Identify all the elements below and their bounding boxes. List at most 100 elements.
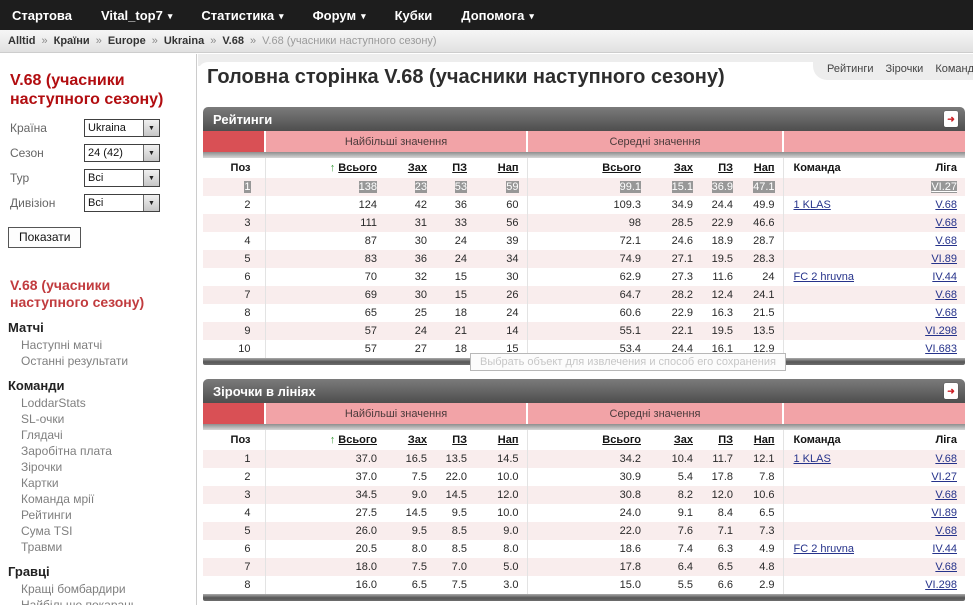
- menu-item[interactable]: LoddarStats: [21, 396, 86, 410]
- league-link[interactable]: VI.27: [931, 471, 957, 483]
- table-row: 2 124 42 36 60 109.3 34.9 24.4 49.9 1 KLAS V.68: [203, 196, 965, 214]
- sort-link[interactable]: Зах: [673, 162, 693, 174]
- column-label: Команда: [793, 434, 841, 446]
- breadcrumb-link[interactable]: Ukraina: [163, 35, 205, 47]
- league-link[interactable]: V.68: [935, 217, 957, 229]
- quick-link[interactable]: Зірочки: [885, 63, 924, 75]
- max-value-3: 10.0: [475, 468, 527, 486]
- row-pos: 8: [203, 304, 265, 322]
- menu-item[interactable]: Останні результати: [21, 354, 129, 368]
- cell-value: 53.4: [619, 343, 641, 355]
- sort-link[interactable]: ПЗ: [452, 434, 467, 446]
- max-value-2: 7.0: [435, 558, 475, 576]
- team-link[interactable]: FC 2 hruvna: [793, 543, 855, 555]
- league-link[interactable]: V.68: [935, 307, 957, 319]
- team-link[interactable]: FC 2 hruvna: [793, 271, 855, 283]
- menu-item[interactable]: Картки: [21, 476, 59, 490]
- league-link[interactable]: IV.44: [932, 543, 957, 555]
- group-header-end: [782, 403, 965, 424]
- max-value-2: 13.5: [435, 450, 475, 468]
- sort-link[interactable]: ПЗ: [452, 162, 467, 174]
- league-link[interactable]: V.68: [935, 199, 957, 211]
- sort-link[interactable]: Всього: [338, 434, 377, 446]
- column-label: Команда: [793, 162, 841, 174]
- quick-link[interactable]: Рейтинги: [827, 63, 874, 75]
- sort-link[interactable]: Всього: [602, 434, 641, 446]
- cell-value: 28.5: [671, 217, 693, 229]
- league-link[interactable]: VI.89: [931, 507, 957, 519]
- nav-item-кубки[interactable]: Кубки: [395, 8, 433, 23]
- max-value-0: 37.0: [264, 450, 385, 468]
- sort-link[interactable]: ПЗ: [718, 434, 733, 446]
- league-link[interactable]: V.68: [935, 289, 957, 301]
- league-link[interactable]: V.68: [935, 561, 957, 573]
- sort-link[interactable]: Всього: [338, 162, 377, 174]
- country-select[interactable]: Ukraina ▼: [84, 119, 160, 137]
- export-icon[interactable]: ➜: [944, 111, 958, 127]
- menu-item[interactable]: Кращі бомбардири: [21, 582, 126, 596]
- menu-item[interactable]: Команда мрії: [21, 492, 95, 506]
- cell-value: 5.0: [503, 561, 519, 573]
- menu-item[interactable]: Зірочки: [21, 460, 63, 474]
- export-icon[interactable]: ➜: [944, 383, 958, 399]
- cell-value: 8.0: [411, 543, 427, 555]
- team-link[interactable]: 1 KLAS: [793, 199, 831, 211]
- sort-link[interactable]: Нап: [497, 162, 519, 174]
- breadcrumb-link[interactable]: V.68: [222, 35, 244, 47]
- league-link[interactable]: VI.27: [931, 181, 957, 193]
- row-pos: 2: [203, 196, 265, 214]
- sort-link[interactable]: Нап: [497, 434, 519, 446]
- menu-item[interactable]: Сума TSI: [21, 524, 73, 538]
- league-link[interactable]: VI.298: [925, 579, 957, 591]
- nav-item-стартова[interactable]: Стартова: [12, 8, 72, 23]
- breadcrumb-link[interactable]: Країни: [53, 35, 90, 47]
- show-button[interactable]: Показати: [8, 227, 82, 248]
- sort-link[interactable]: Нап: [753, 434, 775, 446]
- breadcrumb-link[interactable]: Alltid: [8, 35, 36, 47]
- menu-item[interactable]: Травми: [21, 540, 63, 554]
- avg-value-1: 9.1: [649, 504, 701, 522]
- nav-item-статистика[interactable]: Статистика ▾: [201, 8, 283, 23]
- league-link[interactable]: VI.298: [925, 325, 957, 337]
- sort-link[interactable]: Зах: [407, 434, 427, 446]
- round-select[interactable]: Всі ▼: [84, 169, 160, 187]
- sort-link[interactable]: Зах: [673, 434, 693, 446]
- quick-link[interactable]: Команда мрії: [935, 63, 973, 75]
- menu-item[interactable]: Рейтинги: [21, 508, 72, 522]
- league-link[interactable]: IV.44: [932, 271, 957, 283]
- sort-link[interactable]: Зах: [407, 162, 427, 174]
- league-link[interactable]: V.68: [935, 525, 957, 537]
- team-link[interactable]: 1 KLAS: [793, 453, 831, 465]
- cell-value: 12.1: [753, 453, 775, 465]
- sort-link[interactable]: Нап: [753, 162, 775, 174]
- menu-item[interactable]: SL-очки: [21, 412, 65, 426]
- league-link[interactable]: V.68: [935, 489, 957, 501]
- menu-item[interactable]: Заробітна плата: [21, 444, 112, 458]
- select-arrow-icon: ▼: [143, 170, 159, 186]
- menu-item[interactable]: Найбільше покарань: [21, 598, 138, 605]
- menu-item[interactable]: Глядачі: [21, 428, 63, 442]
- league-link[interactable]: VI.683: [925, 343, 957, 355]
- table-bottom-bar: [203, 594, 965, 601]
- cell-value: 17.8: [619, 561, 641, 573]
- cell-value: 24.4: [711, 199, 733, 211]
- menu-item[interactable]: Наступні матчі: [21, 338, 103, 352]
- nav-item-форум[interactable]: Форум ▾: [313, 8, 366, 23]
- nav-item-vital_top7[interactable]: Vital_top7 ▾: [101, 8, 172, 23]
- cell-value: 72.1: [619, 235, 641, 247]
- league-link[interactable]: VI.89: [931, 253, 957, 265]
- nav-item-допомога[interactable]: Допомога ▾: [461, 8, 534, 23]
- sidebar-section-link[interactable]: V.68 (учасники наступного сезону): [10, 277, 145, 310]
- cell-value: 18: [454, 307, 467, 319]
- cell-value: 57: [364, 325, 377, 337]
- sort-link[interactable]: Всього: [602, 162, 641, 174]
- season-select[interactable]: 24 (42) ▼: [84, 144, 160, 162]
- league-cell: VI.298: [889, 322, 965, 340]
- cell-value: 25: [414, 307, 427, 319]
- division-select[interactable]: Всі ▼: [84, 194, 160, 212]
- breadcrumb-link[interactable]: Europe: [107, 35, 146, 47]
- league-link[interactable]: V.68: [935, 235, 957, 247]
- sort-link[interactable]: ПЗ: [718, 162, 733, 174]
- avg-value-1: 6.4: [649, 558, 701, 576]
- league-link[interactable]: V.68: [935, 453, 957, 465]
